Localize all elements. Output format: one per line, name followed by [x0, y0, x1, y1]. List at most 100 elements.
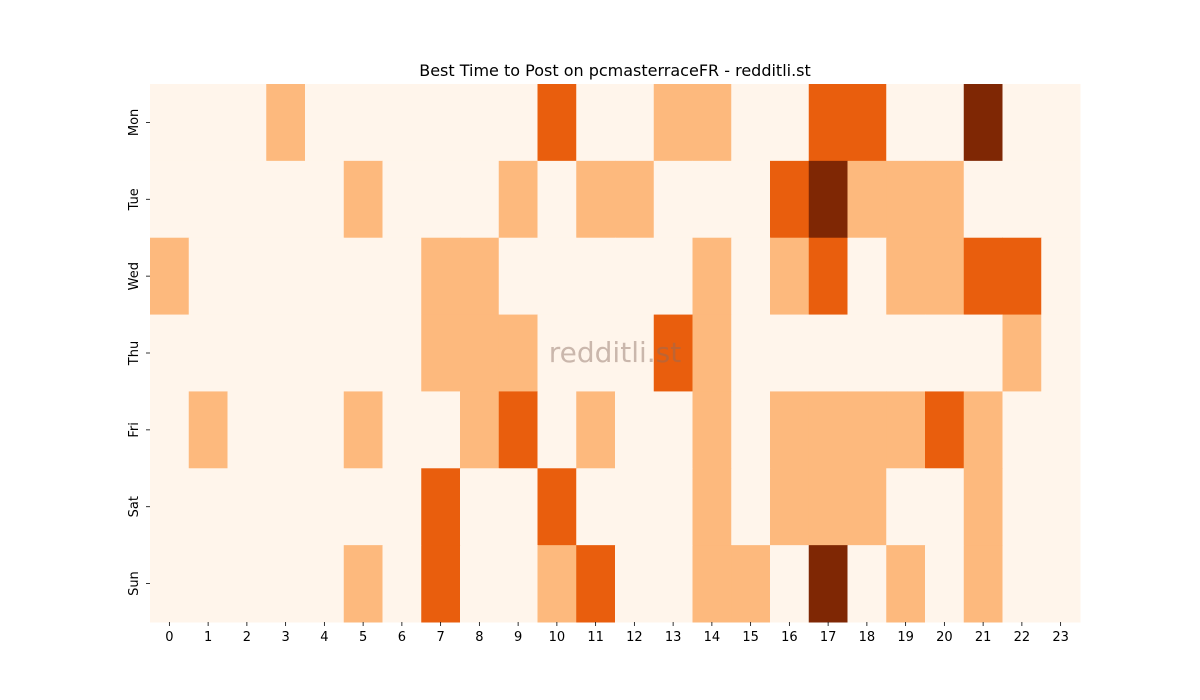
- heatmap-cell-tue-3: [266, 160, 306, 239]
- heatmap-cell-thu-17: [808, 314, 848, 392]
- x-tick-label: 13: [665, 630, 682, 645]
- heatmap-cell-sat-14: [692, 468, 732, 546]
- x-axis: 0 1 2 3 4 5 6 7 8 9 10 11 12 13 14 15 16 17 18 19 20 21 22 23: [165, 622, 1069, 645]
- x-tick-label: 8: [475, 630, 483, 645]
- heatmap-cell-sun-4: [305, 545, 345, 623]
- heatmap-cell-fri-6: [382, 391, 422, 469]
- heatmap-cell-fri-5: [343, 391, 383, 469]
- x-tick-label: 6: [398, 630, 406, 645]
- heatmap-cell-thu-1: [188, 314, 228, 392]
- x-tick-label: 17: [820, 630, 837, 645]
- heatmap-cell-thu-7: [421, 314, 461, 392]
- heatmap-cell-sun-17: [808, 545, 848, 623]
- heatmap-cell-thu-9: [498, 314, 538, 392]
- heatmap-cell-fri-12: [615, 391, 655, 469]
- heatmap-cell-tue-11: [576, 160, 616, 239]
- heatmap-cell-thu-22: [1002, 314, 1042, 392]
- heatmap-cell-tue-13: [653, 160, 693, 239]
- heatmap-cell-fri-23: [1041, 391, 1081, 469]
- heatmap-cell-fri-3: [266, 391, 306, 469]
- heatmap-cell-tue-4: [305, 160, 345, 239]
- heatmap-cell-thu-0: [150, 314, 190, 392]
- heatmap-cell-sat-13: [653, 468, 693, 546]
- heatmap-cell-sun-11: [576, 545, 616, 623]
- heatmap-cell-sun-21: [963, 545, 1003, 623]
- heatmap-cell-tue-2: [227, 160, 267, 239]
- x-tick-label: 3: [281, 630, 289, 645]
- heatmap-cell-tue-1: [188, 160, 228, 239]
- heatmap-cell-sat-5: [343, 468, 383, 546]
- heatmap-cell-fri-14: [692, 391, 732, 469]
- heatmap-cell-sat-19: [886, 468, 926, 546]
- heatmap-cell-wed-10: [537, 237, 577, 316]
- heatmap-cell-wed-4: [305, 237, 345, 316]
- heatmap-cell-sun-3: [266, 545, 306, 623]
- heatmap-cell-sat-6: [382, 468, 422, 546]
- heatmap-cell-mon-9: [498, 84, 538, 162]
- heatmap-cell-wed-6: [382, 237, 422, 316]
- heatmap-cell-sun-1: [188, 545, 228, 623]
- heatmap-cell-sun-8: [460, 545, 500, 623]
- x-tick-label: 2: [243, 630, 251, 645]
- y-tick-label: Fri: [127, 422, 142, 438]
- y-tick-label: Wed: [127, 262, 142, 290]
- heatmap-cell-tue-18: [847, 160, 887, 239]
- y-tick-label: Mon: [127, 109, 142, 136]
- heatmap-cell-sat-1: [188, 468, 228, 546]
- heatmap-cell-fri-10: [537, 391, 577, 469]
- heatmap-cell-sun-18: [847, 545, 887, 623]
- y-tick-label: Sat: [127, 496, 142, 517]
- heatmap-cell-fri-17: [808, 391, 848, 469]
- heatmap-cell-sun-2: [227, 545, 267, 623]
- heatmap-cell-thu-14: [692, 314, 732, 392]
- heatmap-cell-mon-15: [731, 84, 771, 162]
- x-tick-label: 16: [781, 630, 798, 645]
- heatmap-cell-sat-11: [576, 468, 616, 546]
- heatmap-cell-thu-12: [615, 314, 655, 392]
- heatmap-cell-tue-23: [1041, 160, 1081, 239]
- heatmap-cell-sat-8: [460, 468, 500, 546]
- heatmap-cell-wed-17: [808, 237, 848, 316]
- x-tick-label: 14: [704, 630, 721, 645]
- heatmap-cell-tue-15: [731, 160, 771, 239]
- heatmap-cell-thu-2: [227, 314, 267, 392]
- heatmap-cell-thu-3: [266, 314, 306, 392]
- heatmap-cell-mon-16: [770, 84, 810, 162]
- heatmap-cell-wed-14: [692, 237, 732, 316]
- x-tick-label: 22: [1014, 630, 1031, 645]
- heatmap-cell-wed-3: [266, 237, 306, 316]
- heatmap-cell-tue-6: [382, 160, 422, 239]
- heatmap-cell-sun-15: [731, 545, 771, 623]
- heatmap-cell-sat-16: [770, 468, 810, 546]
- x-tick-label: 18: [859, 630, 876, 645]
- heatmap-cell-sat-7: [421, 468, 461, 546]
- heatmap-cell-sun-23: [1041, 545, 1081, 623]
- heatmap-cell-tue-14: [692, 160, 732, 239]
- heatmap-cell-sat-9: [498, 468, 538, 546]
- heatmap-cell-sat-12: [615, 468, 655, 546]
- heatmap-cell-thu-4: [305, 314, 345, 392]
- x-tick-label: 12: [626, 630, 643, 645]
- heatmap-cell-wed-23: [1041, 237, 1081, 316]
- heatmap-cell-mon-11: [576, 84, 616, 162]
- y-tick-label: Tue: [127, 188, 142, 211]
- heatmap-cell-thu-20: [925, 314, 965, 392]
- heatmap-cell-wed-2: [227, 237, 267, 316]
- heatmap-cell-tue-7: [421, 160, 461, 239]
- heatmap-cell-sun-12: [615, 545, 655, 623]
- heatmap-cell-fri-13: [653, 391, 693, 469]
- heatmap-cell-sun-19: [886, 545, 926, 623]
- heatmap-cell-fri-9: [498, 391, 538, 469]
- heatmap-cell-thu-21: [963, 314, 1003, 392]
- heatmap-cell-thu-18: [847, 314, 887, 392]
- heatmap-cell-tue-20: [925, 160, 965, 239]
- heatmap-cell-fri-21: [963, 391, 1003, 469]
- heatmap-cell-mon-10: [537, 84, 577, 162]
- y-tick-label: Thu: [127, 341, 142, 366]
- x-tick-label: 15: [742, 630, 759, 645]
- heatmap-cell-wed-8: [460, 237, 500, 316]
- heatmap-cell-sat-3: [266, 468, 306, 546]
- heatmap-cell-mon-2: [227, 84, 267, 162]
- heatmap-cell-mon-3: [266, 84, 306, 162]
- heatmap-cell-wed-19: [886, 237, 926, 316]
